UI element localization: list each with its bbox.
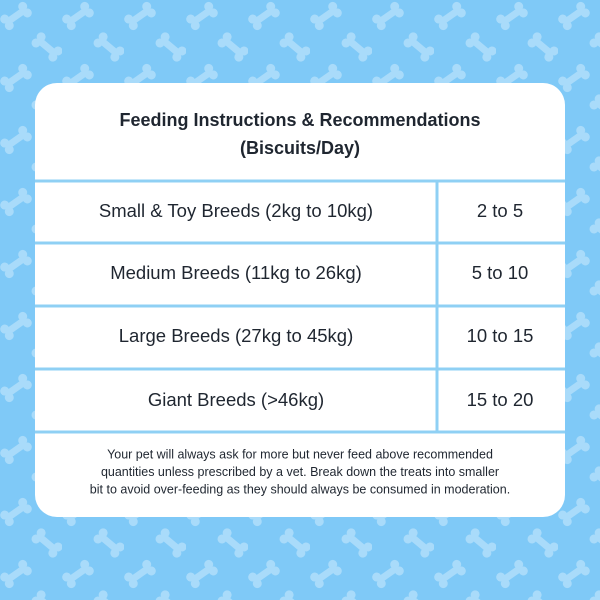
breed-cell: Large Breeds (27kg to 45kg) [119,325,353,346]
amount-cell: 5 to 10 [472,262,529,283]
footer-note: bit to avoid over-feeding as they should… [90,482,510,496]
title: (Biscuits/Day) [240,138,360,158]
breed-cell: Giant Breeds (>46kg) [148,389,324,410]
amount-cell: 10 to 15 [467,325,534,346]
footer-note: quantities unless prescribed by a vet. B… [101,465,499,479]
breed-cell: Small & Toy Breeds (2kg to 10kg) [99,200,373,221]
title: Feeding Instructions & Recommendations [119,110,480,130]
footer-note: Your pet will always ask for more but ne… [107,447,493,461]
amount-cell: 15 to 20 [467,389,534,410]
table-grid [35,179,565,434]
amount-cell: 2 to 5 [477,200,523,221]
card [35,83,565,517]
breed-cell: Medium Breeds (11kg to 26kg) [110,262,362,283]
